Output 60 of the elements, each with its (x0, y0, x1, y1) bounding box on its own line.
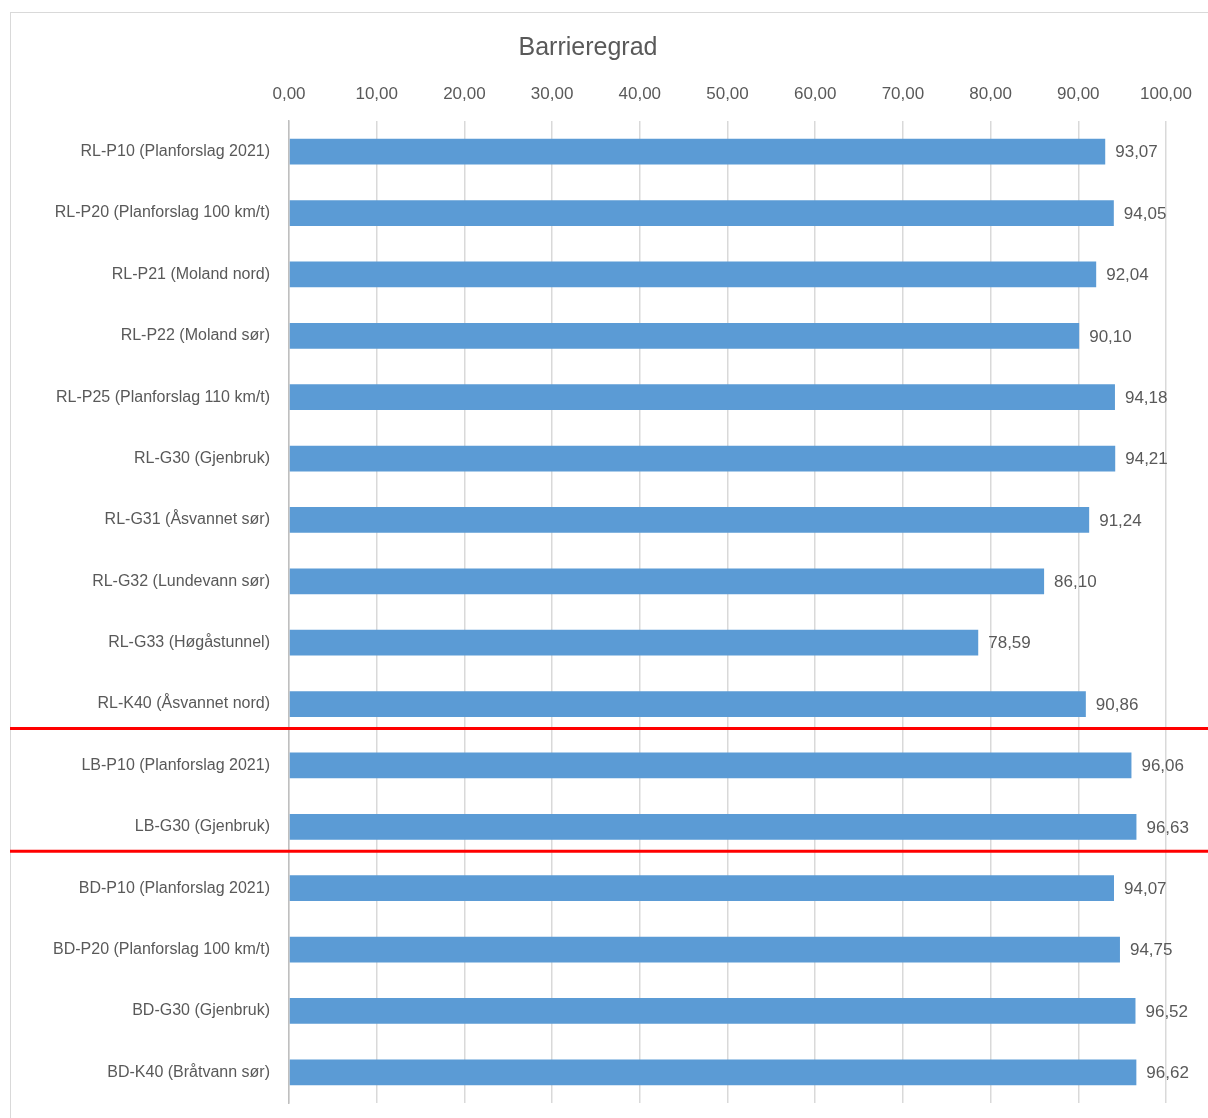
bar (289, 813, 1137, 840)
y-tick-label: RL-G30 (Gjenbruk) (133, 448, 270, 466)
y-tick-label: RL-P20 (Planforslag 100 km/t) (54, 203, 270, 221)
data-label: 92,04 (1106, 265, 1149, 285)
data-label: 90,86 (1095, 694, 1139, 714)
bar (289, 1059, 1137, 1086)
data-label: 90,10 (1089, 326, 1132, 346)
y-tick-label: RL-P25 (Planforslag 110 km/t) (55, 387, 270, 405)
y-tick-label: RL-G33 (Høgåstunnel) (108, 633, 270, 651)
data-label: 96,63 (1146, 817, 1189, 837)
x-tick-label: 40,00 (618, 84, 662, 104)
y-tick-label: BD-G30 (Gjenbruk) (132, 1001, 270, 1019)
x-tick-label: 90,00 (1057, 84, 1100, 104)
y-tick-label: RL-P22 (Moland sør) (120, 326, 270, 344)
bar (289, 752, 1132, 779)
bar (289, 445, 1116, 472)
bar (289, 629, 979, 656)
x-tick-label: 20,00 (443, 84, 486, 104)
y-tick-label: RL-G32 (Lundevann sør) (92, 571, 270, 589)
y-tick-label: LB-G30 (Gjenbruk) (134, 817, 270, 835)
bar (289, 261, 1097, 288)
x-tick-label: 70,00 (881, 84, 925, 104)
y-tick-label: BD-P10 (Planforslag 2021) (78, 878, 270, 896)
bar (289, 875, 1114, 902)
data-label: 96,06 (1141, 756, 1184, 776)
y-tick-label: RL-K40 (Åsvannet nord) (97, 693, 270, 712)
data-label: 93,07 (1115, 142, 1158, 162)
bar (289, 200, 1114, 226)
data-label: 96,62 (1146, 1063, 1189, 1082)
x-tick-label: 100,00 (1140, 84, 1192, 104)
y-tick-label: RL-P10 (Planforslag 2021) (80, 142, 270, 160)
x-tick-label: 0,00 (272, 84, 306, 104)
data-label: 94,07 (1123, 878, 1167, 898)
y-tick-label: LB-P10 (Planforslag 2021) (81, 755, 270, 773)
bar (289, 138, 1106, 165)
bar (289, 507, 1090, 533)
data-label: 96,52 (1145, 1001, 1189, 1021)
bar (289, 322, 1080, 349)
bar (289, 384, 1115, 411)
bar (289, 568, 1045, 595)
bar (289, 691, 1086, 717)
x-tick-label: 80,00 (969, 84, 1012, 104)
data-label: 91,24 (1099, 510, 1142, 530)
x-tick-label: 50,00 (706, 84, 749, 104)
chart-title: Barrieregrad (518, 31, 658, 60)
data-label: 94,75 (1129, 940, 1173, 960)
y-tick-label: BD-K40 (Bråtvann sør) (107, 1062, 270, 1080)
data-label: 94,05 (1123, 203, 1167, 223)
y-tick-label: BD-P20 (Planforslag 100 km/t) (53, 939, 270, 957)
bar (289, 936, 1120, 963)
data-label: 94,18 (1124, 387, 1168, 407)
data-label: 78,59 (988, 633, 1031, 653)
y-tick-label: RL-G31 (Åsvannet sør) (104, 509, 270, 528)
data-label: 94,21 (1125, 449, 1168, 469)
x-tick-label: 60,00 (793, 84, 837, 104)
x-tick-label: 10,00 (355, 84, 398, 104)
bar (289, 998, 1136, 1024)
data-label: 86,10 (1054, 572, 1097, 591)
x-tick-label: 30,00 (530, 84, 574, 104)
y-tick-label: RL-P21 (Moland nord) (111, 264, 270, 282)
